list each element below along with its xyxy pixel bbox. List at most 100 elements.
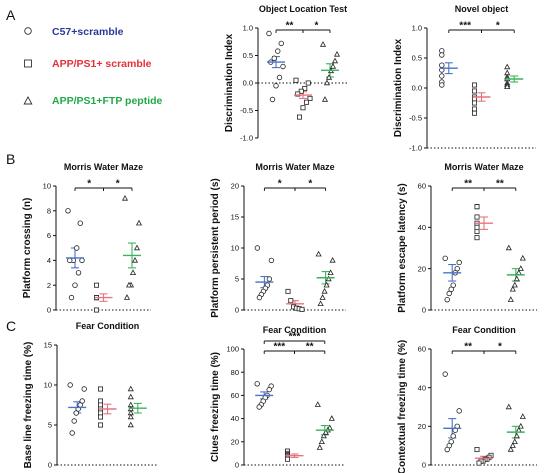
legend: C57+scramble APP/PS1+ scramble APP/PS1+F…: [23, 26, 163, 107]
data-point: [327, 269, 334, 276]
data-point: [333, 50, 341, 57]
data-point: [474, 235, 480, 241]
y-axis-label: Discrimination Index: [393, 38, 404, 137]
data-point: [299, 306, 305, 312]
series-app: [285, 288, 305, 312]
y-axis-label: Clues freezing time (%): [210, 352, 221, 462]
data-point: [331, 57, 339, 64]
data-point: [517, 265, 524, 271]
chart-title: Morris Water Maze: [255, 162, 334, 172]
significance-label: **: [306, 342, 314, 353]
data-point: [98, 410, 104, 416]
y-tick-label: 0.5: [243, 51, 253, 60]
data-point: [266, 276, 273, 282]
chart-title: Fear Condition: [76, 321, 140, 331]
data-point: [307, 95, 313, 101]
data-point: [275, 48, 281, 54]
data-point: [81, 386, 87, 392]
chart-2: Morris Water Maze Platform crossing (n) 0 2…: [22, 162, 151, 315]
data-point: [254, 245, 261, 251]
y-tick-label: 100: [226, 345, 239, 354]
data-point: [442, 371, 448, 377]
legend-label-c57: C57+scramble: [52, 26, 124, 38]
chart-title: Novel object: [455, 4, 509, 14]
y-tick-label: 10: [44, 381, 52, 390]
y-tick-label: 5: [48, 421, 52, 430]
series-ftp: [319, 41, 341, 102]
data-point: [471, 110, 477, 116]
series-ftp: [314, 401, 335, 450]
data-point: [448, 286, 454, 293]
chart-1: Novel object Discrimination Index -1.0 -0.5…: [393, 4, 536, 153]
y-tick-label: 1.0: [243, 24, 253, 33]
data-point: [74, 245, 80, 251]
data-point: [319, 294, 326, 300]
data-point: [323, 79, 331, 86]
data-point: [329, 256, 336, 263]
y-tick-label: 0: [235, 306, 239, 315]
y-tick-label: 0: [235, 461, 239, 470]
y-tick-label: 0: [422, 461, 426, 470]
data-point: [266, 30, 272, 37]
significance-label: ***: [459, 21, 471, 32]
significance-label: ***: [289, 332, 301, 343]
chart-5: Fear Condition Base line freezing time (%…: [23, 321, 158, 470]
series-ftp: [127, 385, 147, 428]
data-point: [321, 287, 328, 294]
data-point: [474, 228, 480, 234]
data-point: [505, 403, 512, 410]
y-tick-label: 80: [231, 368, 239, 377]
y-tick-label: -0.5: [240, 106, 253, 115]
y-tick-label: -1.0: [240, 134, 253, 143]
data-point: [288, 298, 294, 304]
y-axis-label: Discrimination Index: [224, 33, 235, 132]
data-point: [127, 385, 134, 392]
y-tick-label: 15: [231, 213, 239, 222]
significance-label: **: [496, 179, 504, 190]
y-tick-label: 10: [231, 244, 239, 253]
y-tick-label: 2: [47, 281, 51, 290]
data-point: [121, 194, 129, 201]
data-point: [94, 307, 100, 313]
data-point: [293, 77, 299, 83]
data-point: [474, 204, 480, 210]
significance-label: *: [496, 21, 500, 32]
series-app: [94, 282, 113, 313]
data-point: [328, 415, 335, 421]
legend-triangle-marker: [23, 96, 33, 105]
data-point: [133, 244, 141, 251]
y-axis-label: Platform escape latency (s): [397, 183, 408, 313]
data-point: [321, 96, 329, 102]
data-point: [450, 282, 456, 288]
chart-3: Morris Water Maze Platform persistent per…: [210, 162, 346, 318]
significance-label: *: [87, 179, 91, 190]
data-point: [125, 281, 133, 288]
series-c57: [65, 208, 85, 301]
series-ftp: [505, 244, 526, 302]
data-point: [98, 402, 104, 408]
data-point: [256, 294, 263, 301]
data-point: [319, 41, 327, 47]
data-point: [278, 40, 284, 47]
significance-label: *: [278, 179, 282, 190]
data-point: [123, 294, 131, 300]
data-point: [296, 114, 302, 120]
data-point: [129, 269, 137, 276]
data-point: [325, 74, 333, 80]
significance-label: **: [464, 179, 472, 190]
legend-label-ftp: APP/PS1+FTP peptide: [52, 95, 163, 107]
significance-label: ***: [274, 342, 286, 353]
chart-4: Morris Water Maze Platform escape latency…: [397, 162, 537, 315]
y-tick-label: 6: [47, 231, 51, 240]
legend-label-app: APP/PS1+ scramble: [52, 58, 152, 70]
data-point: [280, 63, 286, 70]
series-c57: [442, 255, 462, 303]
data-point: [67, 257, 73, 264]
panel-label-c: C: [6, 318, 16, 334]
y-tick-label: 40: [418, 223, 426, 232]
panel-label-b: B: [6, 151, 15, 167]
series-app: [98, 386, 117, 428]
y-axis-label: Base line freezing time (%): [23, 342, 34, 469]
data-point: [269, 96, 276, 103]
data-point: [329, 63, 337, 69]
